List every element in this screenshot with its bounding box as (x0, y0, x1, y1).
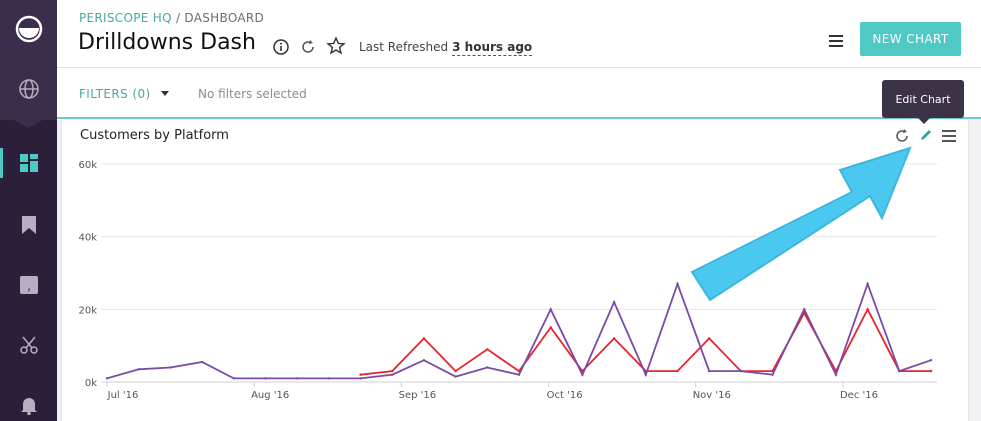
data-point (676, 369, 679, 373)
bookmark-icon[interactable] (0, 210, 57, 240)
chart-panel: Customers by Platform (61, 120, 969, 421)
last-refreshed: Last Refreshed 3 hours ago (359, 40, 533, 56)
chart-title: Customers by Platform (80, 128, 229, 143)
data-point (929, 359, 933, 362)
star-icon[interactable] (326, 36, 346, 55)
data-point (391, 369, 394, 373)
data-point (771, 373, 774, 376)
data-point (612, 337, 616, 340)
data-point (803, 308, 806, 311)
sidebar-top-section (0, 0, 57, 120)
breadcrumb-separator: / (171, 11, 185, 25)
data-point (486, 366, 489, 369)
sidebar: , (0, 0, 57, 421)
data-point (929, 369, 933, 373)
data-point (549, 308, 552, 311)
data-point (644, 373, 647, 376)
line-chart: 0k 20k 40k 60k Jul '16 Aug '16 Sep '16 Oct '16 N… (78, 160, 937, 401)
data-point (898, 369, 901, 373)
edit-chart-tooltip: Edit Chart (882, 80, 964, 124)
data-point (391, 373, 394, 376)
sidebar-active-indicator (0, 148, 3, 178)
data-point (264, 377, 267, 380)
data-point (707, 369, 711, 373)
data-point (295, 377, 299, 380)
chevron-down-icon[interactable] (161, 91, 169, 96)
info-icon[interactable] (272, 38, 290, 56)
data-point (676, 282, 679, 286)
page-title[interactable]: Drilldowns Dash (78, 30, 256, 55)
chat-quote-icon[interactable]: , (0, 270, 57, 300)
sidebar-notch (0, 112, 57, 128)
data-point (422, 359, 426, 362)
data-point (486, 348, 489, 351)
periscope-logo-icon[interactable] (0, 14, 57, 44)
chart-refresh-icon[interactable] (894, 128, 910, 148)
data-point (105, 377, 109, 380)
data-point (422, 337, 426, 340)
data-point (454, 375, 457, 378)
no-filters-text: No filters selected (198, 87, 307, 101)
y-tick-label: 40k (78, 233, 97, 244)
dashboard-icon[interactable] (0, 148, 57, 178)
data-point (359, 373, 362, 376)
x-tick-label: Sep '16 (399, 390, 437, 401)
data-point (866, 282, 869, 286)
data-point (866, 308, 869, 311)
series-line (360, 307, 931, 376)
data-point (517, 373, 521, 376)
bell-icon[interactable] (0, 390, 57, 420)
filter-bar: FILTERS (0) No filters selected (57, 69, 981, 119)
x-tick-label: Dec '16 (840, 390, 878, 401)
refresh-icon[interactable] (299, 38, 317, 56)
last-refreshed-value[interactable]: 3 hours ago (452, 40, 533, 56)
data-point (739, 369, 743, 373)
x-tick-label: Nov '16 (693, 390, 731, 401)
edit-chart-pencil-icon[interactable] (918, 127, 934, 147)
globe-icon[interactable] (0, 74, 57, 104)
data-point (454, 369, 457, 373)
last-refreshed-label: Last Refreshed (359, 40, 449, 54)
x-tick-label: Oct '16 (547, 390, 583, 401)
data-point (327, 377, 331, 380)
y-tick-label: 60k (78, 160, 97, 171)
svg-text:,: , (27, 279, 31, 293)
dashboard-header: PERISCOPE HQ / DASHBOARD Drilldowns Dash… (57, 0, 981, 68)
data-point (232, 377, 235, 380)
annotation-arrow (690, 146, 912, 302)
data-point (581, 373, 584, 376)
breadcrumb-home-link[interactable]: PERISCOPE HQ (79, 11, 172, 25)
breadcrumb-section: DASHBOARD (184, 11, 265, 25)
data-point (169, 366, 172, 369)
data-point (137, 368, 140, 371)
data-point (200, 360, 204, 364)
scissors-icon[interactable] (0, 330, 57, 360)
x-tick-label: Jul '16 (107, 390, 139, 401)
y-tick-label: 20k (78, 305, 97, 316)
data-point (834, 373, 838, 376)
breadcrumb: PERISCOPE HQ / DASHBOARD (79, 11, 264, 25)
chart-menu-icon[interactable] (941, 128, 957, 148)
scrollbar[interactable] (969, 120, 981, 421)
y-tick-label: 0k (85, 378, 97, 389)
data-point (612, 300, 616, 304)
data-point (549, 326, 552, 329)
filters-dropdown[interactable]: FILTERS (0) (79, 87, 151, 101)
data-point (707, 337, 711, 340)
new-chart-button[interactable]: NEW CHART (860, 22, 961, 56)
x-tick-label: Aug '16 (251, 390, 289, 401)
hamburger-menu-icon[interactable] (827, 33, 845, 49)
data-point (359, 377, 362, 380)
